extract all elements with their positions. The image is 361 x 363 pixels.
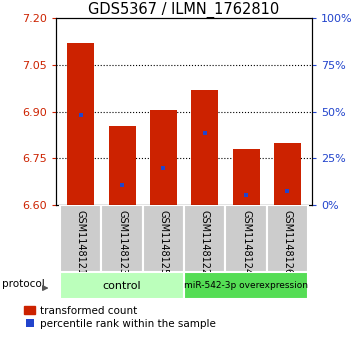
Text: miR-542-3p overexpression: miR-542-3p overexpression bbox=[184, 281, 308, 290]
Bar bbox=[184, 205, 226, 272]
Bar bbox=[143, 205, 184, 272]
Bar bbox=[191, 90, 218, 205]
Bar bbox=[60, 272, 184, 299]
Text: protocol: protocol bbox=[2, 279, 44, 289]
Legend: transformed count, percentile rank within the sample: transformed count, percentile rank withi… bbox=[23, 305, 217, 330]
Text: GSM1148126: GSM1148126 bbox=[282, 211, 292, 276]
Bar bbox=[184, 272, 308, 299]
Bar bbox=[150, 110, 177, 205]
Title: GDS5367 / ILMN_1762810: GDS5367 / ILMN_1762810 bbox=[88, 2, 280, 18]
Bar bbox=[274, 143, 301, 205]
Text: GSM1148121: GSM1148121 bbox=[76, 211, 86, 276]
Bar bbox=[226, 205, 267, 272]
Bar bbox=[233, 149, 260, 205]
Bar bbox=[60, 205, 101, 272]
Bar bbox=[267, 205, 308, 272]
Text: GSM1148123: GSM1148123 bbox=[117, 211, 127, 276]
Bar bbox=[67, 43, 94, 205]
Bar bbox=[101, 205, 143, 272]
Bar bbox=[109, 126, 135, 205]
Text: control: control bbox=[103, 281, 142, 291]
Text: GSM1148122: GSM1148122 bbox=[200, 211, 210, 276]
Text: GSM1148124: GSM1148124 bbox=[241, 211, 251, 276]
Text: GSM1148125: GSM1148125 bbox=[158, 211, 169, 276]
